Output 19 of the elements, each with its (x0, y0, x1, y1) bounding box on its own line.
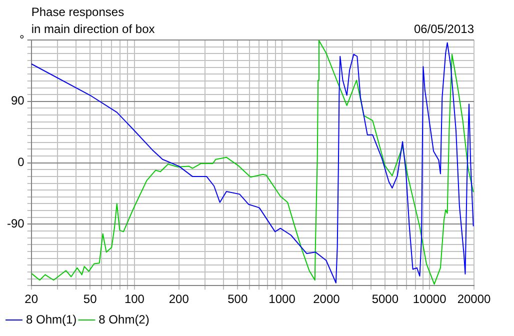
x-tick-label: 20 (24, 292, 38, 306)
chart-subtitle: in main direction of box (31, 22, 155, 36)
x-tick-label: 50 (83, 292, 98, 306)
x-tick-label: 500 (228, 292, 248, 306)
x-tick-label: 5000 (372, 292, 399, 306)
y-tick-label: ° (20, 32, 25, 46)
x-tick-label: 2000 (313, 292, 340, 306)
legend-label: 8 Ohm(2) (98, 312, 150, 326)
text: 06/05/2013 (414, 22, 474, 36)
legend-label: 8 Ohm(1) (26, 312, 77, 326)
x-tick-label: 20000 (457, 292, 492, 306)
y-tick-label: -90 (7, 216, 25, 231)
x-tick-label: 100 (124, 292, 145, 306)
x-tick-label: 10000 (412, 292, 447, 306)
chart-title: Phase responses (31, 5, 124, 19)
y-tick-label: 0 (18, 155, 25, 170)
x-tick-label: 1000 (268, 292, 296, 306)
y-tick-label: 90 (10, 94, 25, 108)
x-tick-label: 200 (168, 292, 190, 306)
